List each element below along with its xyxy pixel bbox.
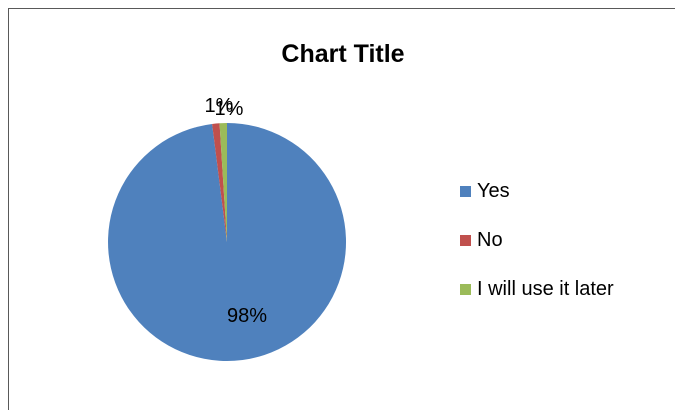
data-label-no: 1% xyxy=(205,95,234,117)
chart-title: Chart Title xyxy=(281,40,404,68)
data-label-i-will-use-it-later: 1% xyxy=(215,98,244,120)
pie-slice-yes xyxy=(108,123,347,362)
legend-swatch-i-will-use-it-later xyxy=(460,284,471,295)
legend-swatch-no xyxy=(460,235,471,246)
pie-slice-no xyxy=(212,123,227,242)
data-label-yes: 98% xyxy=(227,305,267,327)
pie-slices xyxy=(108,122,347,362)
legend-label-no: No xyxy=(477,229,503,251)
legend-swatch-yes xyxy=(460,186,471,197)
chart-legend: Yes No I will use it later xyxy=(460,180,614,300)
pie-data-labels: 98% 1%1% xyxy=(205,95,268,327)
legend-label-yes: Yes xyxy=(477,180,510,202)
legend-label-i-will-use-it-later: I will use it later xyxy=(477,278,614,300)
pie-slice-i-will-use-it-later xyxy=(219,122,227,242)
